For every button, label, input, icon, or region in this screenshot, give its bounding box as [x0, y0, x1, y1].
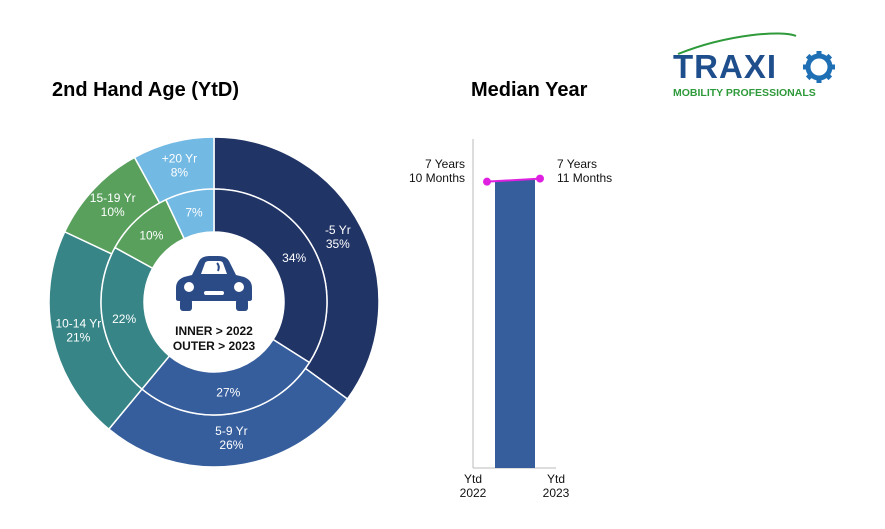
- outer-label-3-0: 15-19 Yr: [90, 191, 136, 205]
- center-label-inner: INNER > 2022: [175, 324, 253, 338]
- median-value-label-2023-0: 7 Years: [557, 157, 597, 171]
- median-category-label-1-1: 2023: [543, 486, 570, 500]
- inner-ring: [100, 188, 328, 416]
- outer-label-1-1: 26%: [219, 438, 243, 452]
- logo-swoosh: [677, 32, 797, 55]
- donut-chart: INNER > 2022 OUTER > 2023 34% 27% 22% 10% 7%…: [48, 136, 380, 468]
- outer-label-0-0: -5 Yr: [325, 223, 351, 237]
- center-label-outer: OUTER > 2023: [173, 339, 256, 353]
- median-category-label-1-0: Ytd: [547, 472, 565, 486]
- outer-label-4-0: +20 Yr: [162, 151, 197, 165]
- median-chart-title: Median Year: [471, 79, 588, 101]
- traxio-logo: TRAXI MOBILITY PROFESSIONALS: [673, 32, 835, 99]
- donut-chart-title: 2nd Hand Age (YtD): [52, 79, 240, 101]
- outer-label-1-0: 5-9 Yr: [215, 424, 247, 438]
- gear-icon: [803, 51, 835, 83]
- median-line: [486, 177, 541, 183]
- outer-label-3-1: 10%: [101, 205, 125, 219]
- inner-label-1: 27%: [216, 385, 240, 399]
- car-icon: [176, 256, 252, 311]
- logo-tagline: MOBILITY PROFESSIONALS: [673, 87, 816, 99]
- outer-label-4-1: 8%: [171, 165, 189, 179]
- median-area: [495, 178, 535, 469]
- inner-label-4: 7%: [185, 206, 203, 220]
- outer-label-0-1: 35%: [326, 237, 350, 251]
- outer-label-2-0: 10-14 Yr: [55, 316, 101, 330]
- inner-label-0: 34%: [282, 251, 306, 265]
- donut-hole: [144, 232, 284, 372]
- median-point-2022: [483, 177, 491, 186]
- inner-label-2: 22%: [112, 312, 136, 326]
- median-category-label-0-0: Ytd: [464, 472, 482, 486]
- outer-label-2-1: 21%: [66, 330, 90, 344]
- median-value-label-2022-0: 7 Years: [425, 157, 465, 171]
- outer-ring: [48, 136, 380, 468]
- svg-text:TRAXI: TRAXI: [673, 48, 777, 85]
- median-point-2023: [536, 174, 544, 183]
- median-value-label-2023-1: 11 Months: [557, 171, 612, 185]
- median-category-label-0-1: 2022: [460, 486, 487, 500]
- inner-label-3: 10%: [139, 228, 163, 242]
